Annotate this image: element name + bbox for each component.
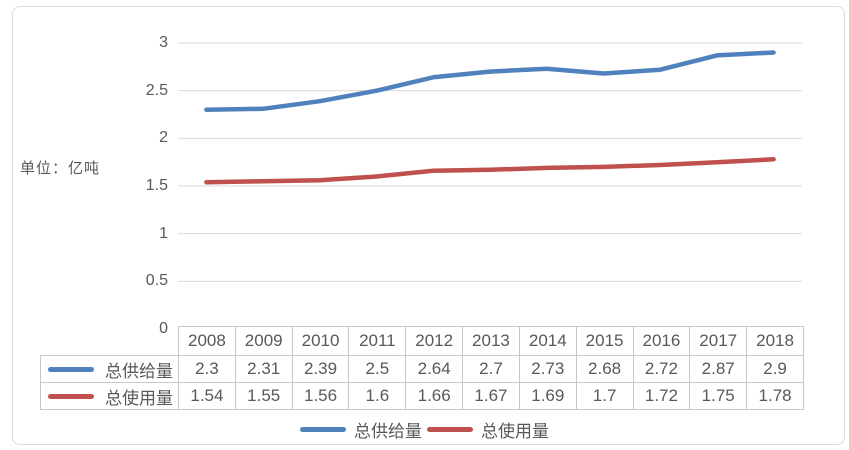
value-cell: 1.67: [462, 382, 520, 410]
table-row: 总供给量 2.3 2.31 2.39 2.5 2.64 2.7 2.73 2.68 2.72 2.8…: [40, 355, 804, 383]
value-cell: 2.31: [234, 355, 293, 383]
year-header-cell: 2011: [348, 326, 407, 356]
y-axis-tick-label: 2.5: [145, 81, 168, 99]
value-cell: 1.66: [405, 382, 464, 410]
table-header-row: 2008 2009 2010 2011 2012 2013 2014 2015 2016 2017…: [41, 326, 804, 356]
value-cell: 1.6: [348, 382, 407, 410]
year-header-cell: 2015: [575, 326, 634, 356]
series-label-wrap: 总供给量: [42, 357, 178, 382]
y-axis-tick-label: 2: [159, 129, 168, 147]
value-cell: 2.39: [291, 355, 350, 383]
year-header-cell: 2017: [689, 326, 748, 356]
value-cell: 1.78: [746, 382, 804, 410]
legend-label: 总使用量: [481, 422, 549, 441]
value-cell: 2.3: [178, 355, 236, 383]
legend-item-0: 总供给量: [300, 417, 422, 442]
series-label-cell: 总供给量: [40, 355, 179, 383]
year-header-cell: 2014: [518, 326, 577, 356]
series-label: 总使用量: [105, 388, 173, 408]
year-header-cell: 2016: [632, 326, 691, 356]
y-axis-tick-label: 1: [159, 224, 168, 242]
value-cell: 2.5: [348, 355, 407, 383]
table-corner-cell: [41, 327, 179, 356]
series-label: 总供给量: [105, 361, 173, 381]
y-axis-tick-label: 0.5: [145, 272, 168, 290]
legend-label: 总供给量: [354, 422, 422, 441]
value-cell: 1.72: [632, 382, 691, 410]
year-header-cell: 2013: [462, 326, 520, 356]
series-swatch-1: [48, 393, 94, 399]
table-row: 总使用量 1.54 1.55 1.56 1.6 1.66 1.67 1.69 1.7 1.72 1.…: [40, 382, 804, 410]
unit-label: 单位：亿吨: [20, 160, 101, 177]
value-cell: 2.9: [746, 355, 804, 383]
legend-item-1: 总使用量: [427, 417, 549, 442]
value-cell: 2.7: [462, 355, 520, 383]
series-label-cell: 总使用量: [40, 382, 179, 410]
value-cell: 2.68: [575, 355, 634, 383]
year-header-cell: 2010: [291, 326, 350, 356]
value-cell: 2.64: [405, 355, 464, 383]
year-header-cell: 2009: [234, 326, 293, 356]
value-cell: 1.75: [689, 382, 748, 410]
value-cell: 2.73: [518, 355, 577, 383]
value-cell: 2.72: [632, 355, 691, 383]
year-header-cell: 2012: [405, 326, 464, 356]
chart-data-table: 2008 2009 2010 2011 2012 2013 2014 2015 2016 2017…: [40, 326, 804, 410]
legend-swatch-1: [427, 427, 473, 432]
value-cell: 1.56: [291, 382, 350, 410]
y-axis-tick-label: 0: [159, 320, 168, 337]
value-cell: 1.55: [234, 382, 293, 410]
value-cell: 1.69: [518, 382, 577, 410]
y-axis-tick-label: 1.5: [145, 177, 168, 194]
y-axis-tick-label: 3: [159, 34, 168, 51]
year-header-cell: 2008: [178, 326, 236, 356]
value-cell: 2.87: [689, 355, 748, 383]
series-label-wrap: 总使用量: [42, 384, 178, 409]
value-cell: 1.54: [178, 382, 236, 410]
series-swatch-0: [48, 366, 94, 372]
year-header-cell: 2018: [746, 326, 804, 356]
chart-legend: 总供给量 总使用量: [0, 417, 849, 442]
value-cell: 1.7: [575, 382, 634, 410]
legend-swatch-0: [300, 427, 346, 432]
